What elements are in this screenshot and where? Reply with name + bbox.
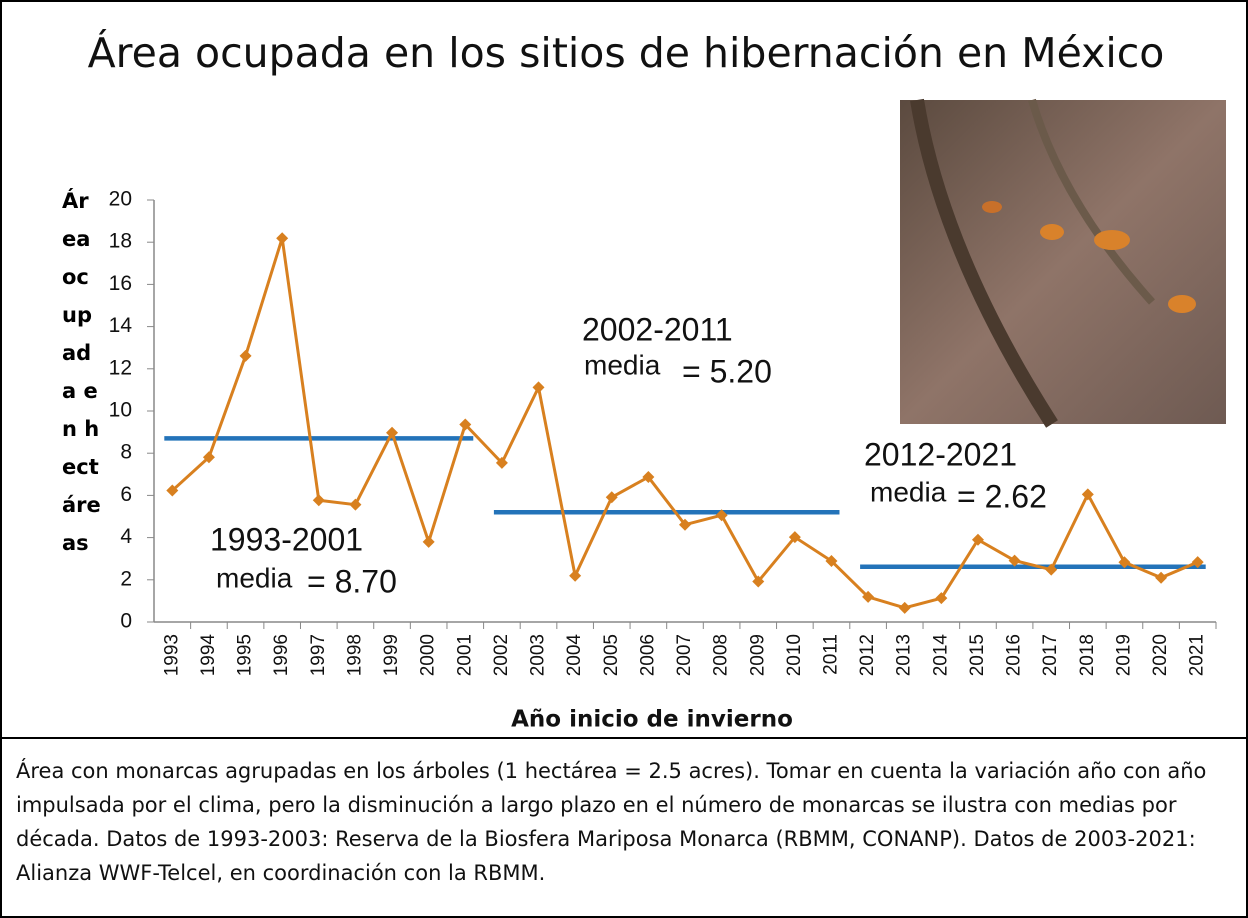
x-tick-label: 1998 xyxy=(344,634,365,676)
mean-period: 1993-2001 xyxy=(210,521,363,557)
x-tick-label: 2017 xyxy=(1040,634,1061,676)
x-axis-label: Año inicio de invierno xyxy=(511,707,793,733)
x-tick-label: 2008 xyxy=(711,634,732,676)
mean-label: media xyxy=(870,476,947,507)
x-tick-label: 2002 xyxy=(491,634,512,676)
x-tick-label: 2018 xyxy=(1077,634,1098,676)
x-tick-label: 2010 xyxy=(784,634,805,676)
page: Área ocupada en los sitios de hibernació… xyxy=(0,0,1248,918)
x-tick-label: 2011 xyxy=(820,634,841,675)
mean-period: 2002-2011 xyxy=(582,311,733,347)
x-tick-label: 2014 xyxy=(930,634,951,677)
x-tick-label: 2000 xyxy=(418,634,439,676)
x-tick-label: 2021 xyxy=(1187,634,1208,676)
mean-label: media xyxy=(584,349,661,380)
y-tick-label: 6 xyxy=(120,483,132,506)
data-point xyxy=(276,232,288,244)
x-tick-label: 2009 xyxy=(747,634,768,676)
y-tick-label: 16 xyxy=(109,272,132,295)
x-tick-label: 2016 xyxy=(1004,634,1025,676)
y-tick-label: 0 xyxy=(120,610,132,633)
y-tick-label: 20 xyxy=(109,188,132,211)
mean-label: media xyxy=(216,562,293,593)
x-tick-label: 2001 xyxy=(454,634,475,676)
y-tick-label: 2 xyxy=(120,567,132,590)
data-point xyxy=(423,536,435,548)
x-tick-label: 2015 xyxy=(967,634,988,676)
x-tick-label: 2020 xyxy=(1150,634,1171,676)
mean-value: = 5.20 xyxy=(682,353,772,389)
data-point xyxy=(349,499,361,511)
y-tick-label: 10 xyxy=(109,399,132,422)
chart-title: Área ocupada en los sitios de hibernació… xyxy=(88,29,1165,77)
y-tick-label: 12 xyxy=(109,356,132,379)
x-tick-label: 1996 xyxy=(271,634,292,676)
x-tick-label: 2012 xyxy=(857,634,878,676)
y-tick-label: 14 xyxy=(109,314,133,337)
data-point xyxy=(1082,488,1094,500)
data-point xyxy=(1155,572,1167,584)
x-tick-label: 2007 xyxy=(674,634,695,676)
photo xyxy=(900,100,1226,424)
x-tick-label: 1994 xyxy=(198,634,219,677)
y-tick-label: 4 xyxy=(120,525,132,548)
x-tick-label: 2006 xyxy=(637,634,658,676)
x-tick-label: 2013 xyxy=(894,634,915,676)
data-point xyxy=(533,381,545,393)
y-tick-label: 8 xyxy=(120,441,132,464)
caption: Área con monarcas agrupadas en los árbol… xyxy=(16,754,1236,890)
x-tick-label: 1993 xyxy=(161,634,182,676)
mean-value: = 2.62 xyxy=(957,478,1047,514)
x-tick-label: 1997 xyxy=(308,634,329,676)
mean-value: = 8.70 xyxy=(307,563,397,599)
mean-period: 2012-2021 xyxy=(864,436,1017,472)
y-axis-label: Área ocupada en hectáreas xyxy=(62,182,102,562)
data-point xyxy=(240,350,252,362)
y-tick-label: 18 xyxy=(109,230,132,253)
data-point xyxy=(569,570,581,582)
data-point xyxy=(606,491,618,503)
x-tick-label: 2019 xyxy=(1113,634,1134,676)
x-tick-label: 2003 xyxy=(528,634,549,676)
x-tick-label: 2004 xyxy=(564,634,585,677)
x-tick-label: 2005 xyxy=(601,634,622,676)
data-point xyxy=(899,602,911,614)
x-tick-label: 1995 xyxy=(235,634,256,676)
data-point xyxy=(313,494,325,506)
x-tick-label: 1999 xyxy=(381,634,402,676)
